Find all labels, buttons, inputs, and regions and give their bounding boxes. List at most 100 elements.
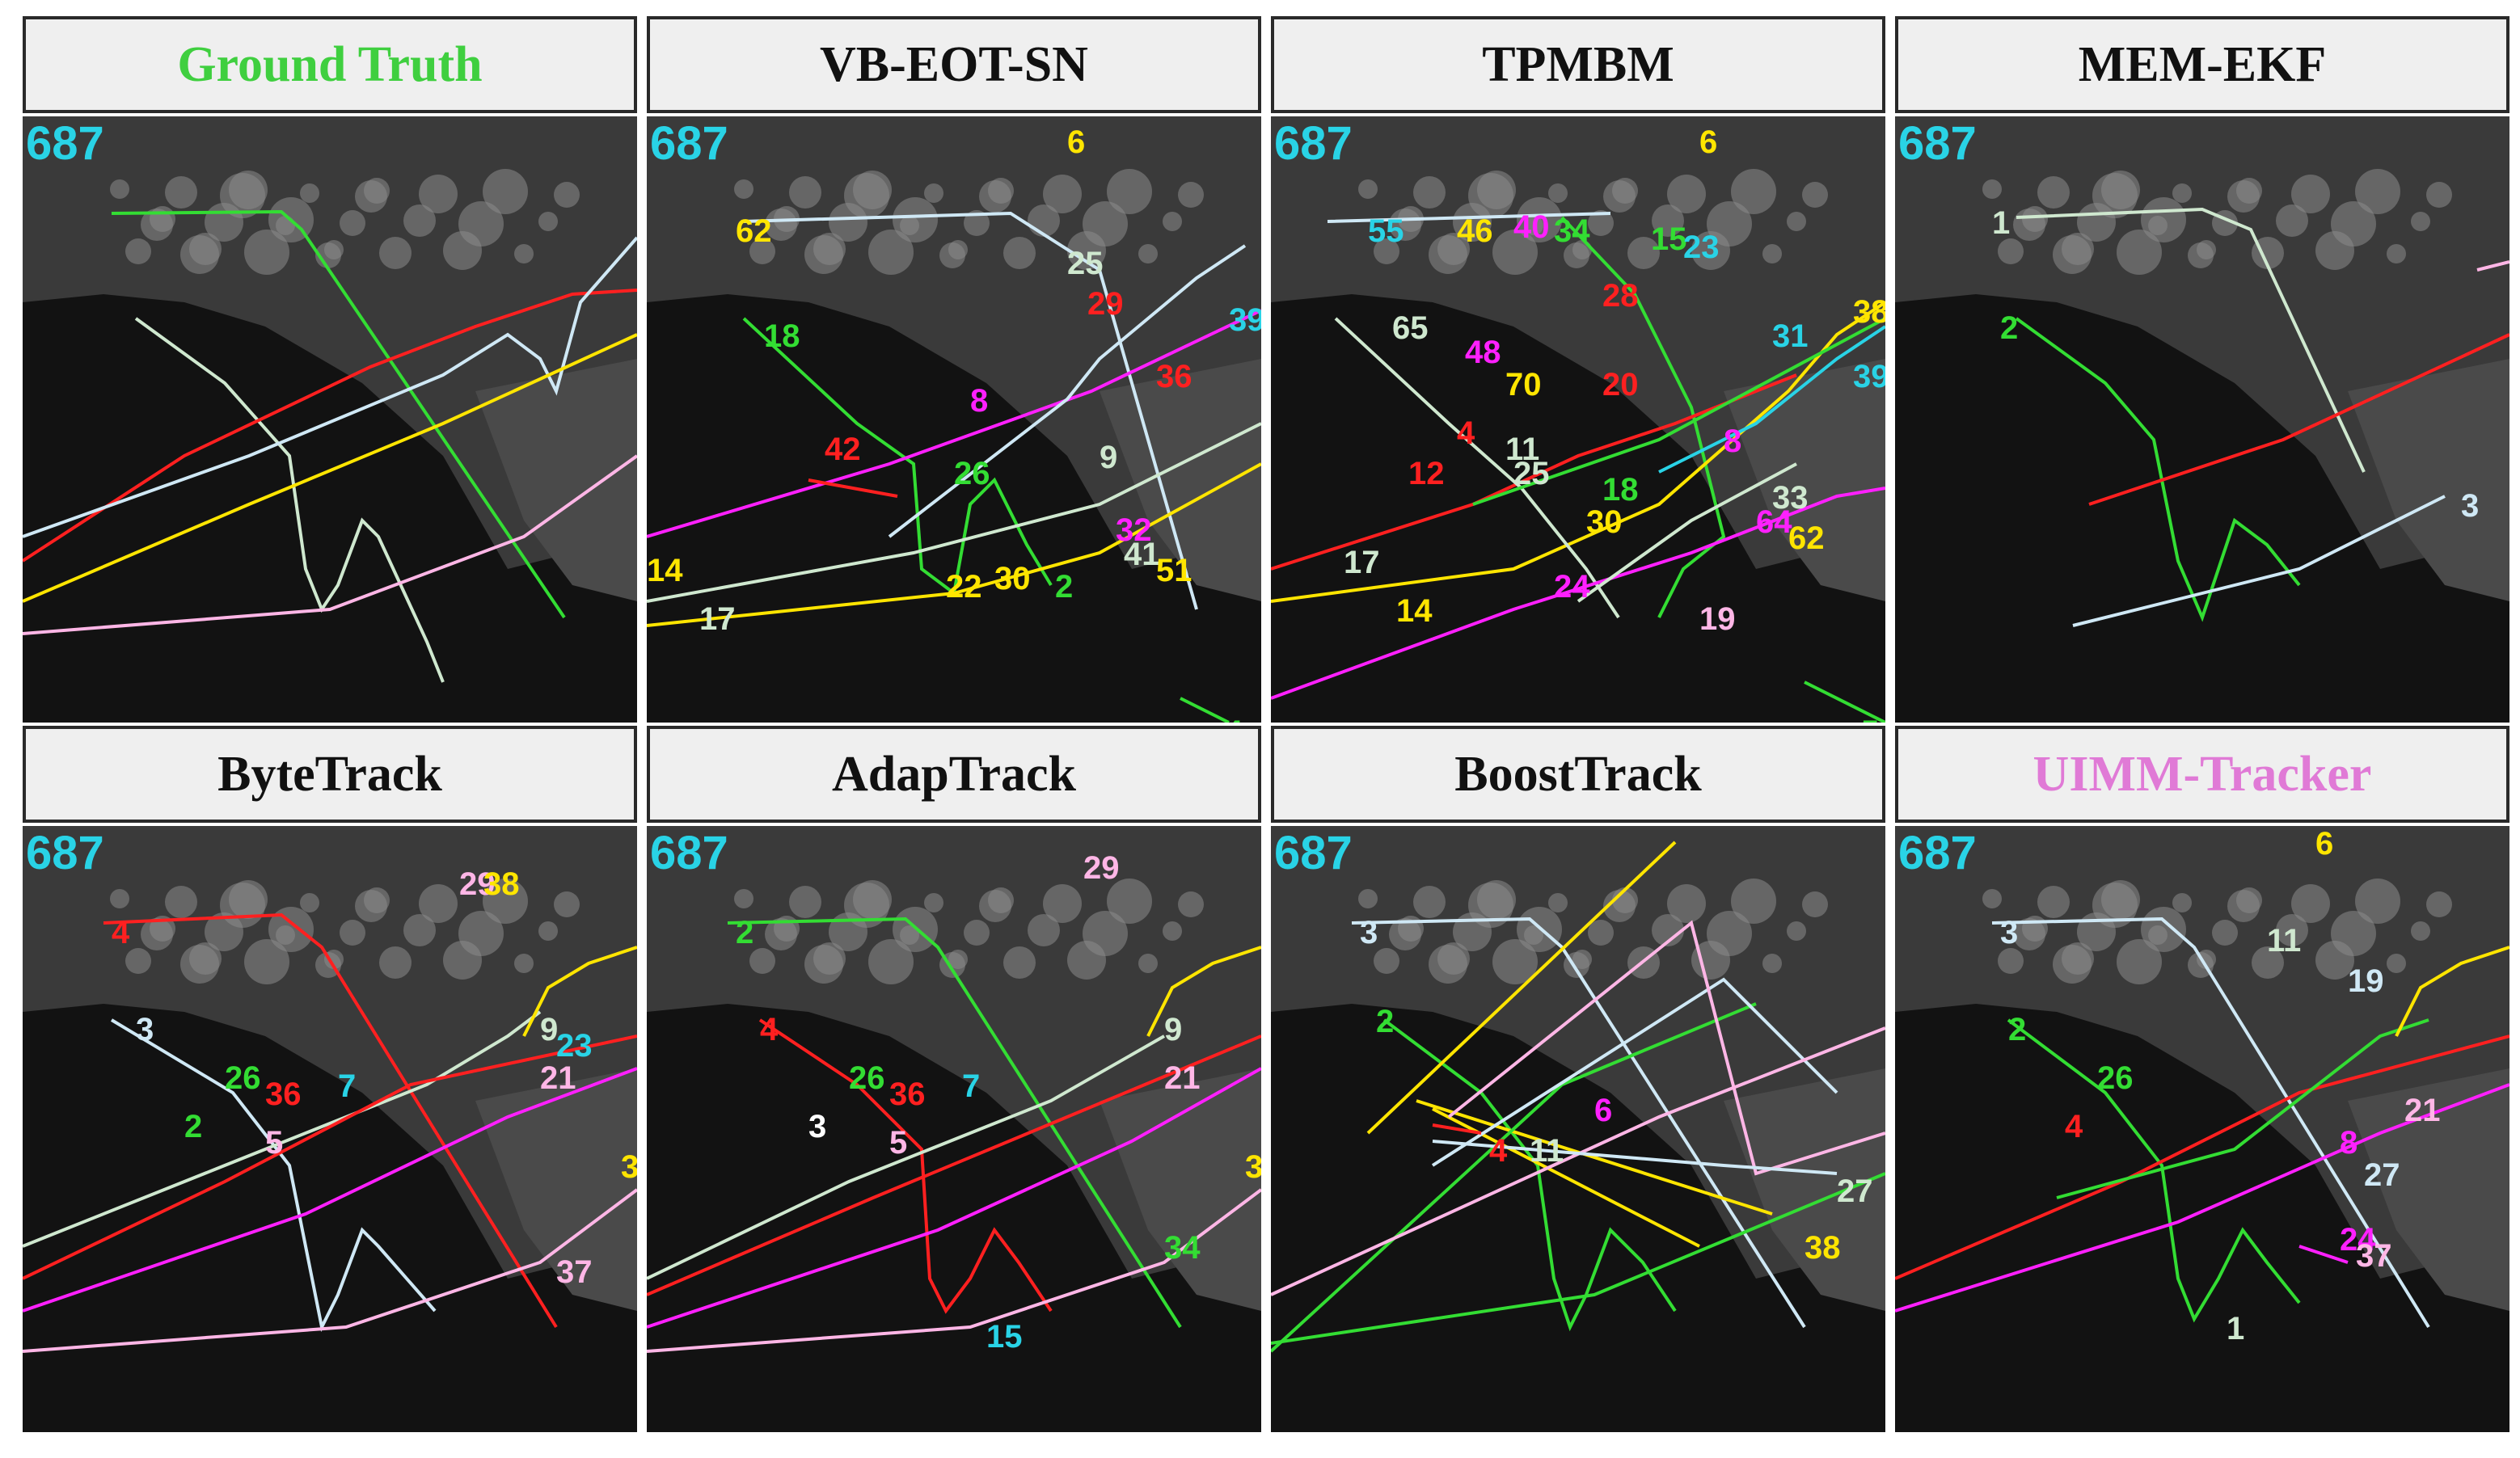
tracks-overlay [647, 116, 1261, 723]
track-line [2298, 1245, 2349, 1264]
track-id-label: 4 [1457, 415, 1475, 451]
cloud-patch [340, 920, 365, 946]
track-id-label: 34 [1554, 213, 1590, 249]
cloud-patch [1468, 173, 1513, 218]
cloud-patch [165, 886, 197, 918]
track-id-label: 39 [1853, 359, 1885, 394]
cloud-patch [125, 238, 151, 264]
track-id-label: 14 [647, 553, 683, 588]
frame-number: 687 [1274, 827, 1353, 879]
cloud-patch [1762, 244, 1782, 263]
track-id-label: 7 [962, 1068, 981, 1104]
panel-mem-ekf: MEM-EKF 687 1 2 3 [1895, 16, 2509, 723]
track-id-label: 40 [1513, 209, 1550, 245]
cloud-patch [1787, 212, 1806, 231]
cloud-patch [1138, 244, 1158, 263]
track-line [110, 1018, 437, 1333]
cloud-patch [1667, 884, 1706, 923]
track-id-label: 36 [1156, 359, 1192, 394]
cloud-patch [1468, 883, 1513, 928]
panel-vb-eot-sn: VB-EOT-SN 687 6 62 18 25 29 39 36 8 42 26 9 32 14 22 30 2… [647, 16, 1261, 723]
track-line [1366, 841, 1677, 1135]
cloud-patch [1107, 879, 1152, 924]
cloud-patch [1524, 925, 1543, 945]
track-line [1432, 1140, 1838, 1175]
cloud-patch [2227, 180, 2260, 213]
cloud-patch [749, 238, 775, 264]
track-id-label: 24 [1554, 569, 1590, 605]
tracks-overlay [23, 116, 637, 683]
track-id-label: 9 [1100, 440, 1118, 475]
cloud-patch [2013, 918, 2045, 950]
track-id-label: 8 [2340, 1125, 2358, 1161]
track-id-label: 11 [1505, 432, 1540, 467]
cloud-patch [804, 235, 843, 274]
cloud-patch [276, 925, 295, 945]
cloud-patch [1652, 204, 1684, 237]
track-id-label: 26 [954, 456, 990, 491]
cloud-patch [300, 183, 319, 203]
cloud-patch [1389, 209, 1421, 241]
cloud-patch [2355, 169, 2400, 214]
track-line [1146, 946, 1261, 1037]
frame-number: 687 [1274, 117, 1353, 170]
track-id-label: 31 [1772, 318, 1809, 354]
cloud-patch [1358, 179, 1378, 199]
track-id-label: 6 [1699, 124, 1718, 160]
track-id-label: 14 [1396, 593, 1433, 629]
cloud-patch [2172, 183, 2192, 203]
track-id-label: 65 [1392, 310, 1429, 346]
track-id-label: 2 [1055, 569, 1074, 605]
track-id-label: 21 [540, 1060, 576, 1096]
track-line [2056, 1018, 2429, 1199]
cloud-patch [844, 883, 889, 928]
cloud-patch [1178, 891, 1204, 917]
track-id-label: 26 [225, 1060, 261, 1096]
track-id-label: 38 [483, 866, 520, 902]
track-id-label: 24 [2340, 1222, 2376, 1258]
track-id-label: 11 [1530, 1133, 1564, 1169]
tracks-overlay [1271, 116, 1885, 723]
track-id-label: 20 [1602, 367, 1639, 402]
track-id-label: 18 [1602, 472, 1639, 508]
track-line [1180, 697, 1230, 723]
track-id-label: 2 [2000, 310, 2019, 346]
track-id-label: 2 [736, 915, 754, 950]
track-line [2015, 317, 2301, 622]
track-id-label: 1 [1992, 205, 2011, 241]
track-id-label: 12 [1408, 456, 1445, 491]
cloud-patch [900, 216, 919, 235]
cloud-patch [1389, 918, 1421, 950]
track-line [647, 462, 1261, 627]
track-line [1271, 1172, 1885, 1345]
track-line [1472, 317, 1885, 506]
frame-number: 687 [1898, 117, 1977, 170]
panel-title: ByteTrack [23, 726, 637, 823]
track-id-label: 41 [1124, 537, 1160, 572]
track-line [1382, 1018, 1677, 1332]
track-id-label: 9 [540, 1012, 559, 1047]
cloud-patch [1083, 201, 1128, 247]
track-id-label: 3 [808, 1109, 827, 1144]
track-line [888, 244, 1247, 538]
track-line [2476, 260, 2509, 272]
track-id-label: 27 [2364, 1157, 2400, 1193]
frame-number: 687 [26, 827, 104, 879]
cloud-patch [868, 230, 914, 275]
track-id-label: 21 [2404, 1093, 2441, 1128]
cloud-patch [110, 179, 129, 199]
track-id-label: 33 [1772, 480, 1809, 516]
cloud-patch [340, 210, 365, 236]
track-line [647, 1188, 1261, 1353]
panel-tpmbm: TPMBM 687 6 55 46 40 34 15 23 28 65 48 70 20 4 12 25 18 30… [1271, 16, 1885, 723]
track-line [1271, 487, 1885, 700]
track-id-label: 2 [2008, 1012, 2027, 1047]
cloud-patch [2092, 173, 2138, 218]
cloud-patch [514, 244, 534, 263]
cloud-patch [1652, 914, 1684, 946]
cloud-patch [300, 893, 319, 912]
panel-title: UIMM-Tracker [1895, 726, 2509, 823]
track-id-label: 17 [1344, 545, 1380, 580]
cloud-patch [180, 945, 219, 984]
